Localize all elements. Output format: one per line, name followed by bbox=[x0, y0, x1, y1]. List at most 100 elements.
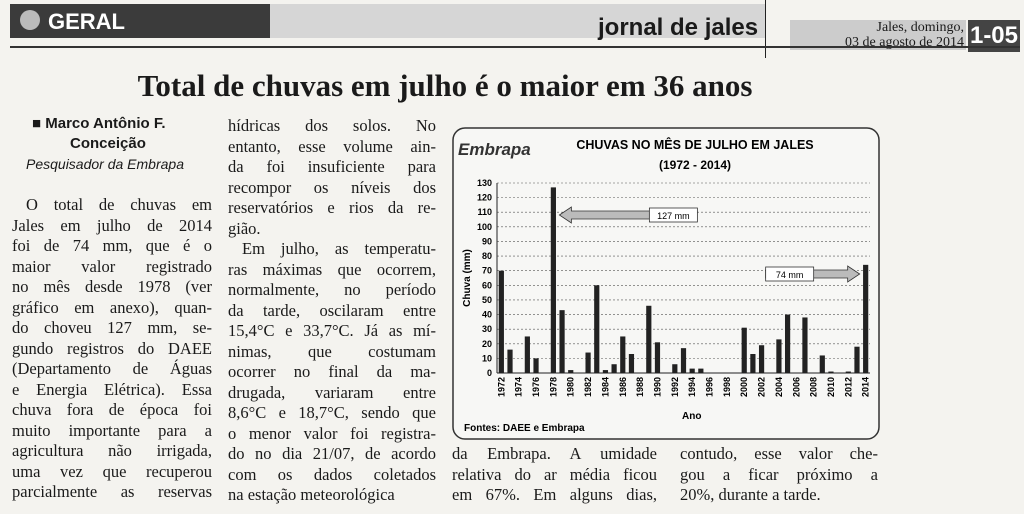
annotation: 74 mm bbox=[776, 270, 804, 280]
text-line: maior valor registrado bbox=[12, 256, 212, 276]
y-tick-label: 70 bbox=[482, 266, 492, 276]
bar bbox=[819, 355, 825, 373]
annotation-box bbox=[648, 207, 698, 223]
text-line: gião. bbox=[228, 218, 261, 238]
bar bbox=[758, 345, 765, 373]
y-tick-label: 20 bbox=[482, 339, 492, 349]
text-column: O total de chuvas em Jales em julho de 20… bbox=[12, 195, 212, 503]
y-tick-label: 0 bbox=[487, 368, 492, 378]
text-line: hídricas dos solos. No bbox=[228, 116, 436, 135]
text-line: relativa do ar média ficou bbox=[452, 464, 657, 484]
y-axis-label: Chuva (mm) bbox=[462, 249, 473, 307]
y-tick-label: 120 bbox=[477, 193, 492, 203]
y-tick-label: 10 bbox=[482, 353, 492, 363]
text-line: drugada, variaram entre bbox=[228, 382, 436, 402]
bar bbox=[680, 348, 687, 373]
text-line: gou a ficar próximo a bbox=[680, 464, 878, 484]
rule bbox=[10, 46, 1020, 48]
x-axis-label: Ano bbox=[682, 411, 701, 422]
text-column: hídricas dos solos. No entanto, esse volu… bbox=[228, 116, 436, 506]
bar bbox=[498, 270, 504, 373]
text-line: 15,4°C e 33,7°C. Já as mí- bbox=[228, 321, 436, 340]
text-line: entanto, esse volume ain- bbox=[228, 136, 436, 156]
text-column: contudo, esse valor che-gou a ficar próx… bbox=[680, 444, 878, 506]
bar bbox=[784, 314, 791, 373]
x-tick-label: 1984 bbox=[600, 377, 610, 397]
author-name: Conceição bbox=[70, 135, 146, 152]
x-tick-label: 1996 bbox=[705, 377, 715, 397]
bar bbox=[689, 368, 695, 373]
x-tick-label: 1978 bbox=[548, 377, 558, 397]
bar bbox=[646, 305, 652, 373]
y-tick-label: 110 bbox=[477, 207, 492, 217]
text-line: Jales em julho de 2014 bbox=[12, 215, 212, 235]
text-line: nimas, que costumam bbox=[228, 341, 436, 361]
x-tick-label: 1976 bbox=[531, 377, 541, 397]
bar bbox=[628, 354, 635, 373]
text-line: reservatórios e rios da re- bbox=[228, 198, 436, 217]
x-tick-label: 2002 bbox=[757, 377, 767, 397]
text-line: gráfico em anexo), quan- bbox=[12, 297, 212, 317]
author-role: Pesquisador da Embrapa bbox=[26, 156, 184, 172]
text-line: uma vez que recuperou bbox=[12, 461, 212, 481]
bar bbox=[845, 371, 851, 373]
text-line: 20%, durante a tarde. bbox=[680, 485, 821, 504]
divider bbox=[765, 0, 766, 58]
date-band bbox=[790, 20, 966, 50]
bar bbox=[828, 371, 834, 373]
bar bbox=[620, 336, 626, 373]
y-tick-label: 80 bbox=[482, 251, 492, 261]
author-name: Marco Antônio F. bbox=[45, 115, 166, 132]
text-line: chuva fora de época foi bbox=[12, 400, 212, 419]
annotation-box bbox=[765, 266, 815, 282]
text-line: 8,6°C e 18,7°C, sendo que bbox=[228, 403, 436, 422]
byline: ■ Marco Antônio F. Conceição Pesquisador… bbox=[26, 114, 212, 174]
x-tick-label: 1990 bbox=[652, 377, 662, 397]
x-tick-label: 1974 bbox=[514, 377, 524, 397]
bar bbox=[863, 264, 869, 373]
text-line: parcialmente as reservas bbox=[12, 482, 212, 501]
x-tick-label: 1980 bbox=[566, 377, 576, 397]
text-line: normalmente, no período bbox=[228, 280, 436, 299]
x-tick-label: 2010 bbox=[826, 377, 836, 397]
x-tick-label: 2014 bbox=[861, 377, 871, 397]
x-tick-label: 2004 bbox=[774, 377, 784, 397]
text-line: na estação meteorológica bbox=[228, 485, 395, 504]
text-line: foi de 74 mm, que é o bbox=[12, 236, 212, 255]
section-icon bbox=[20, 10, 40, 30]
chart-logo: Embrapa bbox=[458, 140, 531, 159]
bar bbox=[802, 317, 808, 373]
bar bbox=[741, 327, 747, 373]
bar bbox=[611, 364, 617, 373]
y-tick-label: 60 bbox=[482, 280, 492, 290]
x-tick-label: 2006 bbox=[791, 377, 801, 397]
text-line: da tarde, oscilaram entre bbox=[228, 300, 436, 320]
bar bbox=[698, 368, 704, 373]
paper-name: jornal de jales bbox=[598, 14, 759, 41]
text-line: do choveu 127 mm, se- bbox=[12, 318, 212, 337]
text-line: agricultura não irrigada, bbox=[12, 441, 212, 460]
chart-source: Fontes: DAEE e Embrapa bbox=[464, 423, 585, 434]
x-tick-label: 1982 bbox=[583, 377, 593, 397]
y-tick-label: 90 bbox=[482, 236, 492, 246]
chart-subtitle: (1972 - 2014) bbox=[659, 158, 731, 172]
bar bbox=[602, 370, 609, 373]
x-tick-label: 1986 bbox=[618, 377, 628, 397]
bar bbox=[568, 370, 574, 373]
text-line: e Energia Elétrica). Essa bbox=[12, 379, 212, 399]
author: ■ Marco Antônio F. bbox=[32, 115, 166, 132]
text-line: o menor valor foi registra- bbox=[228, 423, 436, 443]
text-line: da Embrapa. A umidade bbox=[452, 444, 657, 463]
text-column: da Embrapa. A umidade relativa do ar médi… bbox=[452, 444, 657, 506]
chart-title: CHUVAS NO MÊS DE JULHO EM JALES bbox=[576, 137, 813, 152]
bar bbox=[524, 336, 530, 373]
text-line: recompor os níveis dos bbox=[228, 177, 436, 197]
section-bar: GERAL bbox=[10, 4, 270, 38]
text-line: da foi insuficiente para bbox=[228, 157, 436, 176]
bar bbox=[654, 342, 661, 373]
bar bbox=[507, 349, 513, 373]
section: GERAL bbox=[48, 9, 125, 34]
date-line: Jales, domingo, bbox=[876, 20, 965, 35]
bar bbox=[750, 354, 756, 373]
